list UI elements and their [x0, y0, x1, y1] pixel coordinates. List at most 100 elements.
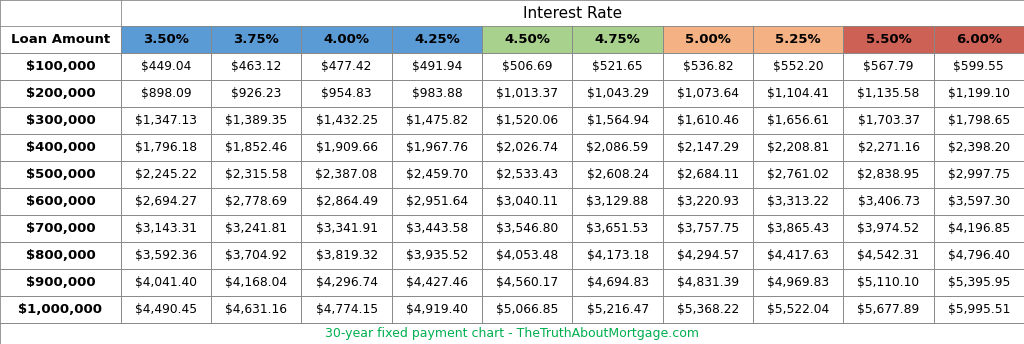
Bar: [211, 26, 301, 53]
Bar: [211, 188, 301, 215]
Text: $4,831.39: $4,831.39: [677, 276, 739, 289]
Bar: [121, 161, 211, 188]
Text: $100,000: $100,000: [26, 60, 95, 73]
Bar: [844, 80, 934, 107]
Bar: [301, 188, 392, 215]
Bar: [844, 188, 934, 215]
Bar: [121, 269, 211, 296]
Bar: [0, 26, 121, 53]
Text: $5,677.89: $5,677.89: [857, 303, 920, 316]
Text: $2,086.59: $2,086.59: [587, 141, 648, 154]
Bar: [934, 134, 1024, 161]
Text: 3.50%: 3.50%: [143, 33, 188, 46]
Text: 4.75%: 4.75%: [595, 33, 640, 46]
Text: $2,245.22: $2,245.22: [135, 168, 197, 181]
Text: $2,761.02: $2,761.02: [767, 168, 829, 181]
Bar: [211, 80, 301, 107]
Bar: [753, 53, 844, 80]
Text: $567.79: $567.79: [863, 60, 913, 73]
Bar: [482, 296, 572, 323]
Text: $5,368.22: $5,368.22: [677, 303, 739, 316]
Bar: [301, 53, 392, 80]
Bar: [0, 188, 121, 215]
Bar: [121, 215, 211, 242]
Bar: [663, 80, 753, 107]
Bar: [121, 53, 211, 80]
Text: 3.75%: 3.75%: [233, 33, 280, 46]
Bar: [392, 296, 482, 323]
Bar: [572, 134, 663, 161]
Text: $4,490.45: $4,490.45: [135, 303, 197, 316]
Bar: [0, 269, 121, 296]
Text: $1,043.29: $1,043.29: [587, 87, 648, 100]
Text: $1,073.64: $1,073.64: [677, 87, 739, 100]
Text: $200,000: $200,000: [26, 87, 95, 100]
Bar: [482, 134, 572, 161]
Text: $3,865.43: $3,865.43: [767, 222, 829, 235]
Text: $3,443.58: $3,443.58: [406, 222, 468, 235]
Bar: [211, 269, 301, 296]
Text: $1,798.65: $1,798.65: [948, 114, 1010, 127]
Text: $1,013.37: $1,013.37: [497, 87, 558, 100]
Bar: [482, 242, 572, 269]
Bar: [121, 296, 211, 323]
Bar: [121, 134, 211, 161]
Bar: [934, 107, 1024, 134]
Text: 4.25%: 4.25%: [414, 33, 460, 46]
Bar: [663, 134, 753, 161]
Bar: [663, 53, 753, 80]
Text: $506.69: $506.69: [502, 60, 553, 73]
Bar: [211, 296, 301, 323]
Bar: [482, 188, 572, 215]
Bar: [572, 215, 663, 242]
Bar: [753, 296, 844, 323]
Text: $4,294.57: $4,294.57: [677, 249, 739, 262]
Text: $5,110.10: $5,110.10: [857, 276, 920, 289]
Bar: [753, 80, 844, 107]
Bar: [301, 296, 392, 323]
Text: $4,969.83: $4,969.83: [767, 276, 829, 289]
Text: $1,389.35: $1,389.35: [225, 114, 288, 127]
Text: $1,656.61: $1,656.61: [767, 114, 829, 127]
Bar: [211, 53, 301, 80]
Bar: [121, 188, 211, 215]
Text: $3,592.36: $3,592.36: [135, 249, 197, 262]
Text: $5,995.51: $5,995.51: [947, 303, 1010, 316]
Text: $5,216.47: $5,216.47: [587, 303, 648, 316]
Text: $1,135.58: $1,135.58: [857, 87, 920, 100]
Text: $5,522.04: $5,522.04: [767, 303, 829, 316]
Bar: [121, 107, 211, 134]
Text: $1,796.18: $1,796.18: [135, 141, 197, 154]
Bar: [482, 80, 572, 107]
Text: 5.25%: 5.25%: [775, 33, 821, 46]
Text: $4,560.17: $4,560.17: [497, 276, 558, 289]
Bar: [211, 161, 301, 188]
Text: $898.09: $898.09: [140, 87, 191, 100]
Text: $4,196.85: $4,196.85: [948, 222, 1010, 235]
Bar: [663, 107, 753, 134]
Bar: [934, 215, 1024, 242]
Bar: [844, 269, 934, 296]
Bar: [572, 80, 663, 107]
Text: $2,684.11: $2,684.11: [677, 168, 739, 181]
Text: $4,427.46: $4,427.46: [406, 276, 468, 289]
Bar: [753, 26, 844, 53]
Text: $1,852.46: $1,852.46: [225, 141, 288, 154]
Text: $4,631.16: $4,631.16: [225, 303, 288, 316]
Bar: [572, 242, 663, 269]
Bar: [753, 161, 844, 188]
Text: $463.12: $463.12: [231, 60, 282, 73]
Text: $2,533.43: $2,533.43: [497, 168, 558, 181]
Text: $2,838.95: $2,838.95: [857, 168, 920, 181]
Text: $3,974.52: $3,974.52: [857, 222, 920, 235]
Text: $5,066.85: $5,066.85: [496, 303, 558, 316]
Text: Interest Rate: Interest Rate: [523, 6, 622, 21]
Text: $3,935.52: $3,935.52: [406, 249, 468, 262]
Bar: [663, 26, 753, 53]
Bar: [482, 107, 572, 134]
Bar: [211, 107, 301, 134]
Bar: [844, 215, 934, 242]
Text: $3,241.81: $3,241.81: [225, 222, 288, 235]
Bar: [392, 161, 482, 188]
Text: $449.04: $449.04: [141, 60, 191, 73]
